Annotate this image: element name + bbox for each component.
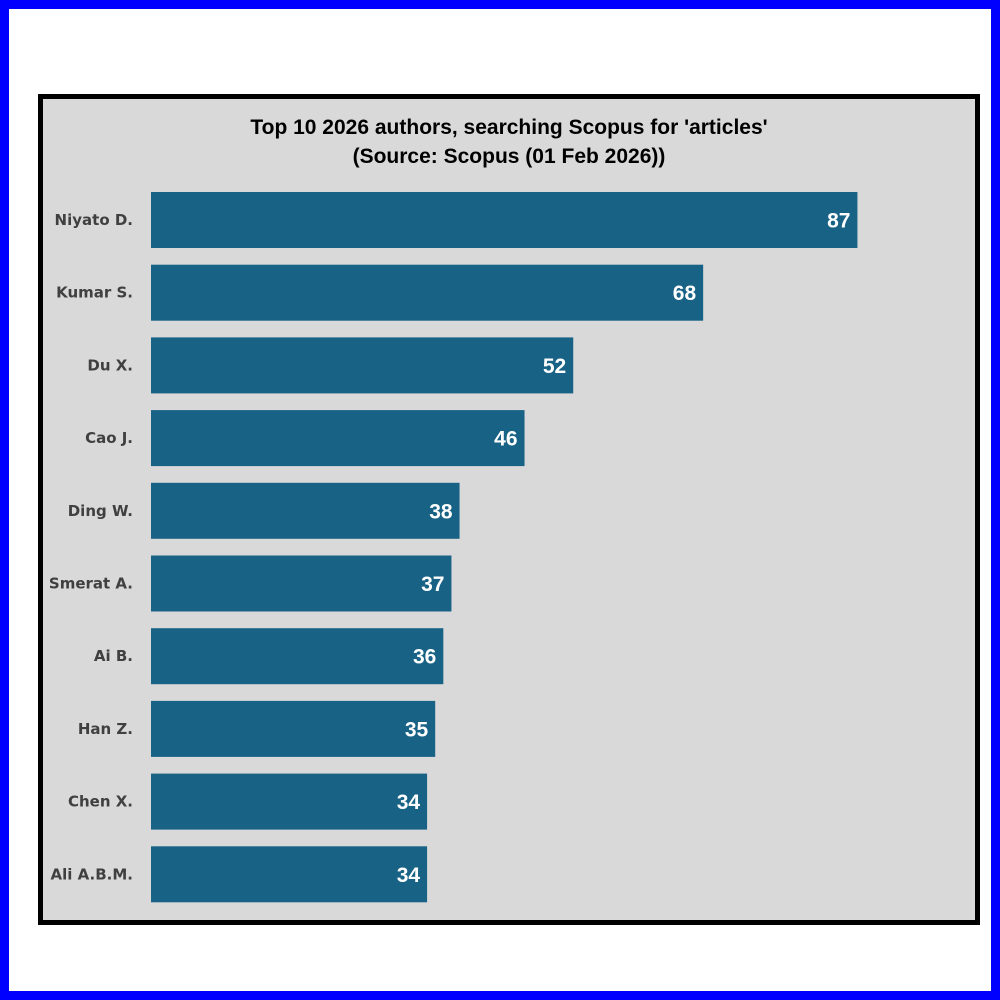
category-label: Ding W. xyxy=(68,502,133,520)
chart-panel: Top 10 2026 authors, searching Scopus fo… xyxy=(38,94,980,925)
bar-1 xyxy=(151,264,704,321)
category-label: Smerat A. xyxy=(49,575,133,593)
category-label: Du X. xyxy=(87,356,133,374)
category-label: Chen X. xyxy=(68,793,133,811)
chart-title-block: Top 10 2026 authors, searching Scopus fo… xyxy=(43,113,975,171)
category-label: Niyato D. xyxy=(55,211,133,229)
category-label: Ai B. xyxy=(94,647,133,665)
value-label: 34 xyxy=(397,791,421,814)
bar-7 xyxy=(151,700,436,757)
value-label: 34 xyxy=(397,864,421,887)
chart-subtitle: (Source: Scopus (01 Feb 2026)) xyxy=(352,145,666,168)
category-label: Kumar S. xyxy=(56,284,133,302)
bar-chart: Niyato D. 87 Kumar S. 68 Du X. 52 Cao J. 46 Ding… xyxy=(49,192,858,903)
bar-2 xyxy=(151,337,574,394)
value-label: 36 xyxy=(413,646,436,669)
bar-4 xyxy=(151,482,460,539)
bar-9 xyxy=(151,846,428,903)
bar-3 xyxy=(151,410,525,467)
bar-8 xyxy=(151,773,428,830)
value-label: 46 xyxy=(494,428,517,451)
value-label: 35 xyxy=(405,718,429,741)
value-label: 87 xyxy=(827,210,850,233)
category-label: Ali A.B.M. xyxy=(51,865,133,883)
value-label: 38 xyxy=(429,500,453,523)
category-label: Han Z. xyxy=(78,720,133,738)
bar-0 xyxy=(151,192,858,248)
value-label: 52 xyxy=(543,355,566,378)
chart-title: Top 10 2026 authors, searching Scopus fo… xyxy=(250,116,768,139)
bar-5 xyxy=(151,555,452,612)
bar-6 xyxy=(151,628,444,685)
value-label: 37 xyxy=(421,573,444,596)
value-label: 68 xyxy=(673,282,697,305)
category-label: Cao J. xyxy=(85,429,133,447)
